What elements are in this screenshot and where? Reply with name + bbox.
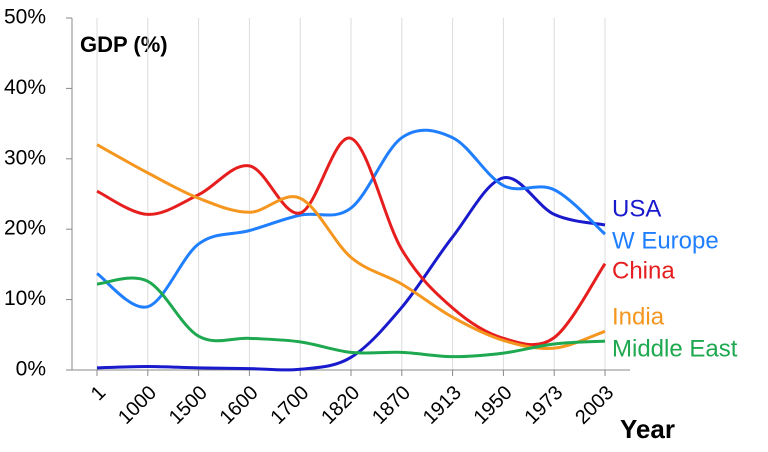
x-tick-label: 1820 xyxy=(317,382,364,429)
series-label: Middle East xyxy=(612,335,738,362)
y-tick-label: 50% xyxy=(4,6,46,29)
y-tick-label: 30% xyxy=(4,146,46,169)
series-label: USA xyxy=(612,195,661,222)
line-series xyxy=(96,176,606,372)
x-tick-label: 1950 xyxy=(470,382,517,429)
x-tick-label: 1870 xyxy=(368,382,415,429)
y-tick-label: 20% xyxy=(4,217,46,240)
series-label: India xyxy=(612,303,665,330)
x-tick-label: 1000 xyxy=(114,382,161,429)
x-axis-label: Year xyxy=(620,414,675,444)
y-tick-label: 10% xyxy=(4,287,46,310)
line-series xyxy=(96,143,606,350)
x-tick-label: 1913 xyxy=(419,382,466,429)
line-series xyxy=(96,276,606,359)
line-series xyxy=(96,128,607,309)
y-tick-label: 0% xyxy=(16,358,46,381)
x-tick-label: 1600 xyxy=(216,382,263,429)
series-label: China xyxy=(612,257,675,284)
x-tick-label: 1973 xyxy=(520,382,567,429)
x-tick-label: 1700 xyxy=(266,382,313,429)
x-tick-label: 1 xyxy=(87,382,110,405)
x-tick-label: 1500 xyxy=(165,382,212,429)
series-label: W Europe xyxy=(612,227,719,254)
line-series xyxy=(96,136,607,347)
chart-title: GDP (%) xyxy=(80,32,168,57)
y-tick-label: 40% xyxy=(4,76,46,99)
x-tick-label: 2003 xyxy=(571,382,618,429)
